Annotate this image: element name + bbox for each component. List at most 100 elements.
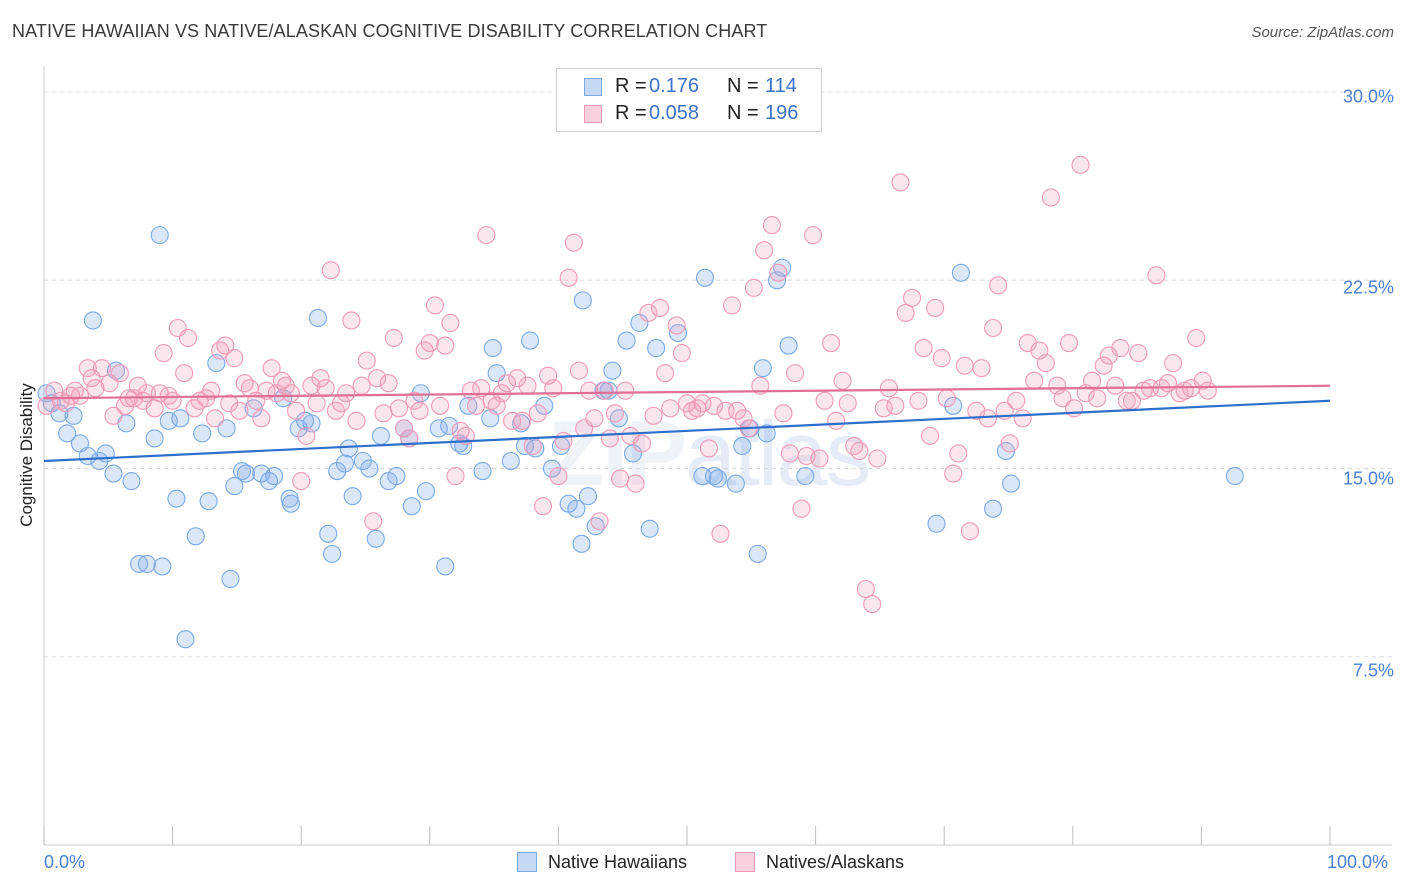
y-tick-label: 22.5% <box>1342 277 1394 298</box>
hawaiian-point <box>1002 474 1021 493</box>
hawaiian-point <box>779 336 798 355</box>
alaskan-point <box>1007 391 1026 410</box>
alaskan-point <box>1053 389 1072 408</box>
alaskan-point <box>374 404 393 423</box>
hawaiian-point <box>217 419 236 438</box>
alaskan-point <box>528 404 547 423</box>
alaskan-point <box>1088 389 1107 408</box>
hawaiian-point <box>951 263 970 282</box>
alaskan-point <box>205 409 225 428</box>
alaskan-point <box>1036 354 1055 373</box>
alaskan-point <box>216 336 235 355</box>
alaskan-point <box>595 381 614 400</box>
hawaiian-point <box>58 424 77 443</box>
hawaiian-point <box>578 487 598 506</box>
legend-n-value: 196 <box>765 102 799 124</box>
alaskan-point <box>650 298 670 317</box>
x-tick-label: 0.0% <box>44 852 86 872</box>
hawaiian-point <box>748 544 767 563</box>
alaskan-point <box>780 444 799 463</box>
alaskan-point <box>1129 344 1148 363</box>
hawaiian-point <box>265 467 284 486</box>
hawaiian-point <box>1225 467 1244 486</box>
hawaiian-point <box>167 489 186 508</box>
hawaiian-point <box>526 439 545 458</box>
alaskan-point <box>65 381 84 400</box>
alaskan-point <box>230 401 249 420</box>
alaskan-point <box>909 391 928 410</box>
legend-r-label: R = <box>615 102 647 124</box>
alaskan-point <box>347 411 366 430</box>
alaskan-point <box>728 401 747 420</box>
chart-title: NATIVE HAWAIIAN VS NATIVE/ALASKAN COGNIT… <box>12 21 768 41</box>
alaskan-point <box>211 341 230 360</box>
y-tick-label: 7.5% <box>1352 660 1394 681</box>
alaskan-point <box>926 298 945 317</box>
alaskan-point <box>667 316 686 335</box>
alaskan-point <box>1170 384 1189 403</box>
alaskan-point <box>337 384 356 403</box>
alaskan-point <box>446 467 465 486</box>
hawaiian-point <box>387 467 406 486</box>
hawaiian-point <box>159 411 178 430</box>
alaskan-point <box>513 411 532 430</box>
hawaiian-point <box>733 436 752 456</box>
alaskan-point <box>202 381 221 400</box>
alaskan-point <box>874 399 893 418</box>
alaskan-point <box>1041 188 1060 207</box>
hawaiian-point <box>753 359 772 378</box>
hawaiian-point <box>130 554 149 573</box>
alaskan-point <box>559 268 578 287</box>
alaskan-point <box>425 296 444 315</box>
x-tick-label: 100.0% <box>1327 852 1389 872</box>
legend-n-value: 114 <box>765 75 797 97</box>
alaskan-point <box>352 376 371 395</box>
alaskan-point <box>863 595 882 614</box>
hawaiian-point <box>153 557 172 576</box>
hawaiian-point <box>259 472 279 491</box>
alaskan-point <box>307 394 326 413</box>
alaskan-point <box>564 233 583 252</box>
alaskan-point <box>110 364 129 383</box>
legend-n-label: N = <box>727 102 759 124</box>
alaskan-point <box>1187 328 1206 348</box>
hawaiian-point <box>360 459 379 478</box>
alaskan-point <box>833 371 852 390</box>
alaskan-point <box>1198 381 1217 400</box>
alaskan-point <box>379 374 398 393</box>
alaskan-point <box>810 449 829 468</box>
hawaiian-point <box>199 492 218 511</box>
hawaiian-point <box>186 527 205 546</box>
hawaiian-point <box>603 361 622 380</box>
hawaiian-point <box>436 557 455 576</box>
hawaiian-point <box>328 461 347 481</box>
alaskan-point <box>722 296 742 315</box>
alaskan-point <box>626 474 645 493</box>
alaskan-point <box>896 303 915 322</box>
alaskan-point <box>477 226 496 245</box>
hawaiian-point <box>281 494 300 513</box>
alaskan-point <box>821 334 841 353</box>
hawaiian-point <box>708 469 727 488</box>
hawaiian-point <box>104 464 123 483</box>
alaskan-point <box>978 409 997 428</box>
hawaiian-point <box>984 499 1003 518</box>
hawaiian-point <box>501 451 520 471</box>
alaskan-point <box>368 369 387 388</box>
alaskan-point <box>639 303 658 322</box>
alaskan-point <box>1000 434 1019 453</box>
bottom-legend-label: Native Hawaiians <box>548 852 688 872</box>
hawaiian-point <box>353 451 372 471</box>
alaskan-point <box>891 173 910 192</box>
alaskan-point <box>497 374 517 393</box>
hawaiian-point <box>757 424 776 443</box>
alaskan-point <box>1094 356 1113 375</box>
alaskan-point <box>154 344 173 363</box>
hawaiian-point <box>573 291 592 310</box>
alaskan-point <box>683 401 702 420</box>
hawaiian-point <box>483 339 502 358</box>
hawaiian-point <box>726 474 745 493</box>
alaskan-point <box>395 419 414 438</box>
legend-swatch-pink <box>584 105 602 123</box>
